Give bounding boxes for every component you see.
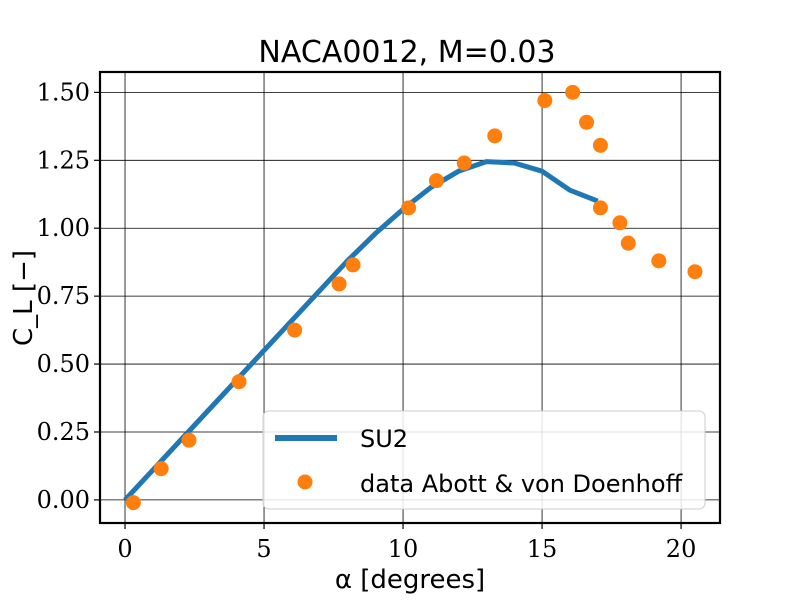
data-point xyxy=(612,215,628,231)
data-point xyxy=(125,495,141,511)
x-tick-label: 20 xyxy=(666,535,697,563)
data-point xyxy=(331,276,347,292)
data-point xyxy=(456,155,472,171)
data-point xyxy=(592,137,608,153)
legend-box xyxy=(262,410,706,510)
data-point xyxy=(487,128,503,144)
y-tick-label: 1.00 xyxy=(37,214,90,242)
y-tick-label: 0.25 xyxy=(37,418,90,446)
data-point xyxy=(231,374,247,390)
x-tick-label: 10 xyxy=(388,535,419,563)
y-tick-label: 0.50 xyxy=(37,350,90,378)
data-point xyxy=(153,461,169,477)
data-point xyxy=(428,173,444,189)
legend-label-su2: SU2 xyxy=(360,425,408,453)
plot-series xyxy=(123,84,703,511)
data-point xyxy=(620,235,636,251)
legend: SU2 data Abott & von Doenhoff xyxy=(262,410,706,510)
data-point xyxy=(345,257,361,273)
y-tick-label: 1.25 xyxy=(37,146,90,174)
data-point xyxy=(537,93,553,109)
legend-swatch-data xyxy=(297,474,313,490)
x-tick-label: 15 xyxy=(527,535,558,563)
plot-frame xyxy=(98,70,722,525)
data-point xyxy=(592,200,608,216)
chart-title: NACA0012, M=0.03 xyxy=(258,35,555,70)
axis-ticks: 0 5 10 15 20 0.00 0.25 0.50 0.75 1.00 1.25 1.50 xyxy=(37,78,697,563)
x-tick-label: 5 xyxy=(256,535,271,563)
y-tick-label: 0.75 xyxy=(37,282,90,310)
y-tick-label: 0.00 xyxy=(37,486,90,514)
legend-label-data: data Abott & von Doenhoff xyxy=(360,470,683,498)
y-tick-label: 1.50 xyxy=(37,78,90,106)
data-point xyxy=(401,200,417,216)
data-point xyxy=(181,432,197,448)
data-point xyxy=(651,253,667,269)
data-point xyxy=(565,84,581,100)
data-point xyxy=(579,114,595,130)
data-point xyxy=(287,322,303,338)
x-axis-label: α [degrees] xyxy=(335,565,485,595)
series-line-su2 xyxy=(123,159,599,502)
y-axis-label: C_L [−] xyxy=(9,250,39,346)
data-point xyxy=(687,264,703,280)
x-tick-label: 0 xyxy=(117,535,132,563)
